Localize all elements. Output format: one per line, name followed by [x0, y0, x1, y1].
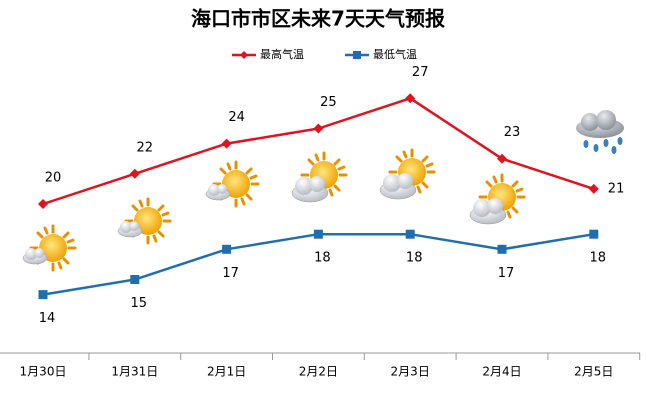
data-label: 24	[228, 110, 245, 125]
data-label: 15	[131, 296, 148, 311]
point	[129, 168, 140, 179]
data-label: 17	[222, 266, 239, 281]
data-label: 14	[39, 311, 56, 326]
point	[313, 123, 324, 134]
legend-label: 最高气温	[260, 47, 304, 61]
legend-marker	[353, 51, 361, 59]
point	[405, 93, 416, 104]
chart-title: 海口市市区未来7天天气预报	[191, 7, 445, 31]
point	[38, 290, 48, 300]
weather-icon	[118, 199, 170, 243]
point	[405, 229, 415, 239]
data-label: 18	[314, 251, 331, 266]
x-tick-label: 2月2日	[299, 365, 338, 379]
weather-icon	[206, 162, 258, 206]
data-label: 25	[320, 95, 337, 110]
data-label: 17	[498, 266, 515, 281]
data-label: 22	[137, 140, 154, 155]
point	[130, 275, 140, 284]
data-label: 18	[590, 251, 607, 266]
point	[38, 199, 48, 209]
x-tick-label: 2月5日	[574, 365, 613, 379]
point	[313, 229, 323, 239]
x-tick-label: 1月31日	[111, 365, 158, 379]
weather-icons	[23, 110, 624, 270]
x-tick-label: 2月1日	[207, 365, 246, 379]
legend: 最高气温 最低气温	[232, 47, 417, 61]
point	[589, 229, 599, 239]
data-label: 27	[412, 65, 429, 80]
point	[588, 183, 599, 194]
legend-label: 最低气温	[373, 47, 417, 61]
data-label: 21	[608, 181, 625, 196]
weather-icon	[576, 110, 624, 154]
point	[221, 138, 232, 149]
point	[497, 244, 507, 254]
weather-icon	[380, 150, 434, 199]
point	[222, 244, 232, 254]
x-tick-label: 2月3日	[391, 365, 430, 379]
weather-icon	[292, 153, 346, 202]
x-tick-label: 1月30日	[20, 365, 67, 379]
point	[497, 153, 507, 164]
data-label: 23	[504, 125, 521, 140]
weather-icon	[23, 226, 75, 270]
data-label: 20	[45, 171, 62, 186]
weather-icon	[470, 175, 524, 224]
data-label: 18	[406, 251, 423, 266]
x-tick-label: 2月4日	[482, 365, 521, 379]
legend-marker	[240, 51, 248, 59]
